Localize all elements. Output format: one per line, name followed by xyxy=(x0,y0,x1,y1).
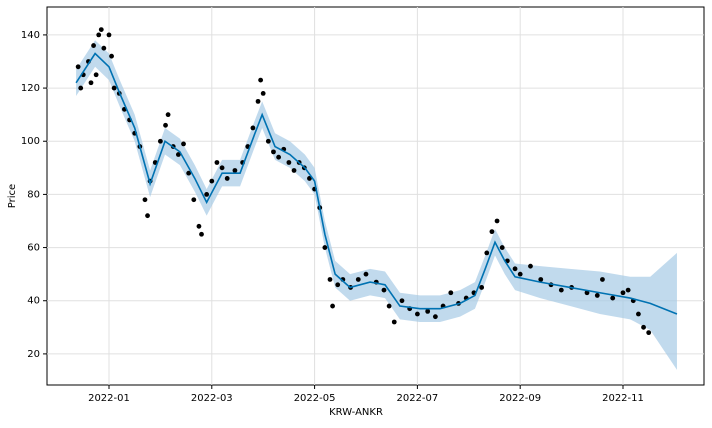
forecast-line xyxy=(75,52,678,315)
observed-point xyxy=(196,223,202,229)
observed-point xyxy=(399,298,405,304)
y-tick-label: 100 xyxy=(21,136,40,147)
x-tick-label: 2022-07 xyxy=(396,393,438,404)
uncertainty-band xyxy=(76,40,677,370)
observed-point xyxy=(209,178,215,184)
y-tick-label: 80 xyxy=(27,189,40,200)
observed-point xyxy=(142,197,148,203)
observed-point xyxy=(620,290,626,296)
observed-point xyxy=(327,277,333,282)
observed-point xyxy=(224,176,230,181)
observed-point xyxy=(414,311,420,317)
observed-point xyxy=(594,293,600,298)
observed-point xyxy=(75,64,81,70)
observed-point xyxy=(636,311,641,317)
observed-point xyxy=(432,314,438,320)
observed-point xyxy=(363,271,369,277)
observed-point xyxy=(584,290,590,296)
observed-point xyxy=(250,125,256,131)
observed-point xyxy=(191,197,197,203)
observed-point xyxy=(610,295,616,301)
observed-point xyxy=(355,277,361,282)
x-tick-label: 2022-09 xyxy=(499,393,541,404)
observed-point xyxy=(258,77,264,83)
observed-point xyxy=(204,192,210,197)
observed-point xyxy=(517,271,523,277)
observed-point xyxy=(101,45,107,51)
observed-point xyxy=(175,152,181,157)
y-axis-label: Price xyxy=(7,184,18,208)
observed-point xyxy=(232,168,238,173)
observed-point xyxy=(484,250,490,256)
observed-point xyxy=(538,277,544,282)
observed-point xyxy=(98,27,104,32)
observed-point xyxy=(330,303,335,309)
observed-point xyxy=(558,287,564,293)
observed-point xyxy=(106,32,112,38)
observed-point xyxy=(322,245,328,250)
observed-point xyxy=(528,263,533,269)
observed-point xyxy=(199,231,204,237)
observed-point xyxy=(109,53,114,59)
observed-point xyxy=(494,218,500,224)
observed-point xyxy=(271,149,276,155)
observed-point xyxy=(381,287,387,293)
observed-point xyxy=(163,122,168,128)
observed-point xyxy=(276,154,282,160)
observed-point xyxy=(219,165,225,171)
observed-point xyxy=(479,285,485,290)
observed-point xyxy=(214,160,220,165)
observed-point xyxy=(499,245,505,250)
x-tick-label: 2022-03 xyxy=(191,393,233,404)
observed-point xyxy=(181,141,186,147)
y-tick-label: 60 xyxy=(27,243,40,254)
observed-point xyxy=(165,112,171,118)
observed-point xyxy=(425,308,431,314)
observed-point xyxy=(111,85,117,91)
x-tick-label: 2022-05 xyxy=(294,393,336,404)
observed-point xyxy=(265,138,271,144)
y-tick-label: 140 xyxy=(21,30,40,41)
observed-point xyxy=(260,90,266,96)
y-tick-label: 120 xyxy=(21,83,40,94)
observed-point xyxy=(448,290,454,296)
observed-point xyxy=(641,324,646,330)
observed-point xyxy=(646,330,652,336)
observed-point xyxy=(255,98,261,104)
observed-point xyxy=(145,213,150,219)
observed-point xyxy=(307,176,312,181)
observed-point xyxy=(186,170,192,176)
y-tick-label: 40 xyxy=(27,296,40,307)
observed-point xyxy=(625,287,631,293)
observed-point xyxy=(96,32,102,38)
observed-point xyxy=(88,80,94,86)
observed-point xyxy=(78,85,84,91)
observed-point xyxy=(93,72,99,78)
x-tick-label: 2022-11 xyxy=(602,393,644,404)
x-axis-label: KRW-ANKR xyxy=(329,407,383,418)
observed-point xyxy=(391,319,397,325)
observed-point xyxy=(291,168,297,173)
observed-point xyxy=(600,277,605,282)
plot-frame xyxy=(46,6,705,386)
x-tick-label: 2022-01 xyxy=(88,393,130,404)
observed-point xyxy=(489,229,495,235)
observed-point xyxy=(157,138,163,144)
y-tick-label: 20 xyxy=(27,349,40,360)
observed-point xyxy=(91,43,96,48)
observed-point xyxy=(335,282,341,288)
observed-point xyxy=(286,160,292,165)
observed-point xyxy=(386,303,392,309)
observed-point xyxy=(512,266,518,272)
